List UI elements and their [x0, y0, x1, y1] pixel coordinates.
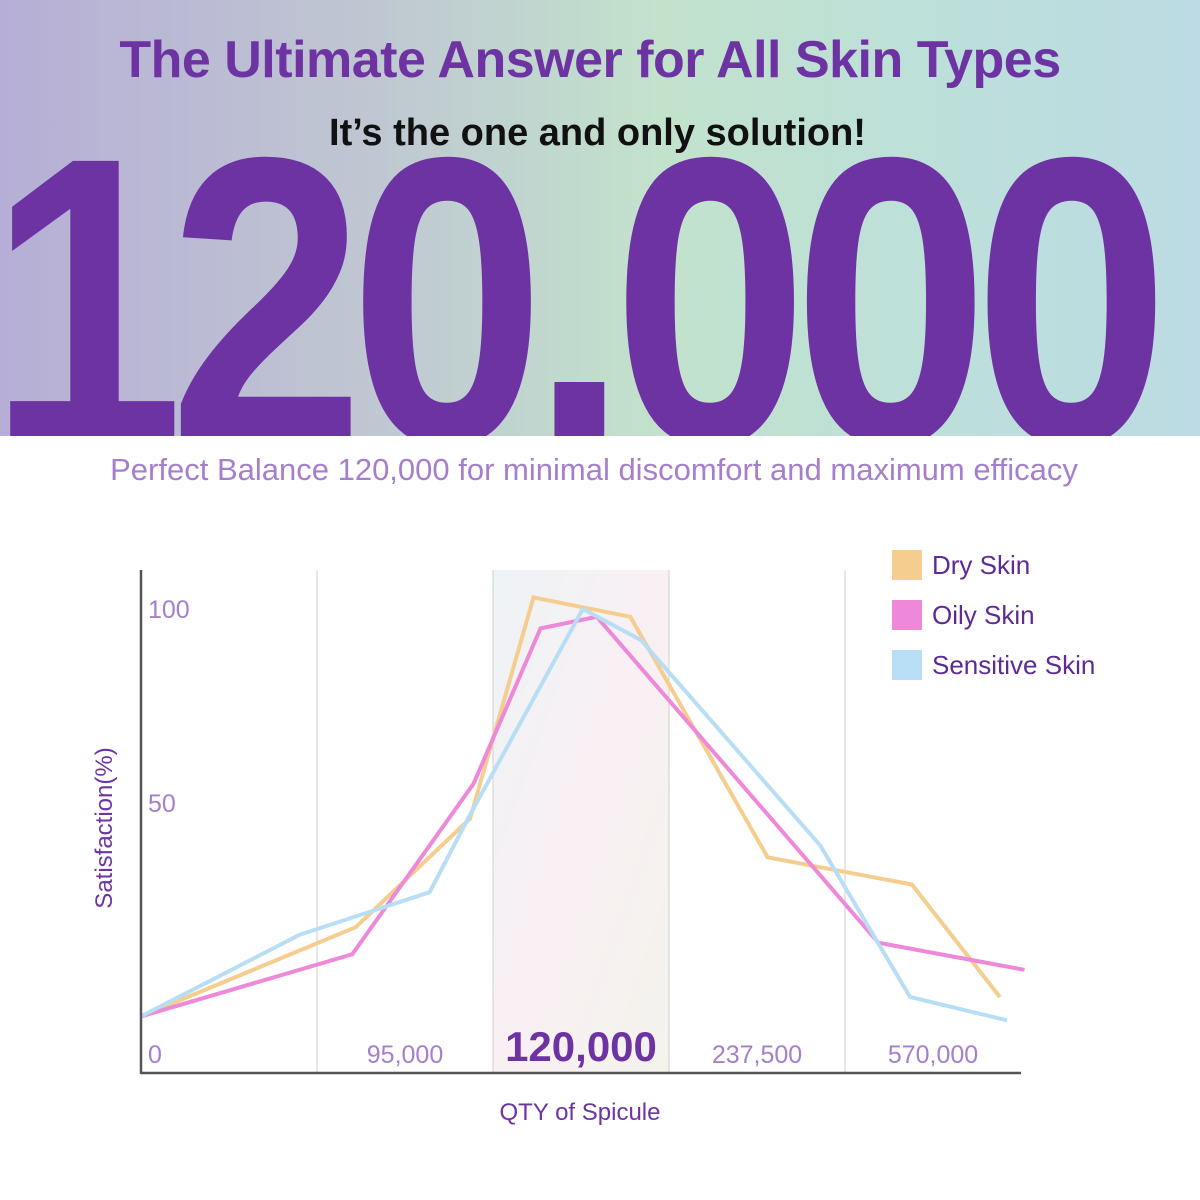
y-tick-label: 100	[148, 596, 190, 624]
y-tick-label: 50	[148, 790, 176, 818]
legend-label: Oily Skin	[932, 600, 1035, 630]
legend-label: Dry Skin	[932, 550, 1030, 580]
y-axis-label: Satisfaction(%)	[91, 747, 118, 908]
big-number: 120,000	[0, 72, 1170, 436]
page-title: The Ultimate Answer for All Skin Types	[119, 31, 1061, 89]
tagline: Perfect Balance 120,000 for minimal disc…	[110, 452, 1078, 487]
x-tick-label: 0	[148, 1041, 162, 1069]
hero-banner: The Ultimate Answer for All Skin Types I…	[0, 0, 1200, 436]
highlight-band	[493, 570, 669, 1073]
legend-swatch	[892, 650, 922, 680]
x-tick-label: 237,500	[712, 1041, 802, 1069]
x-axis-label: QTY of Spicule	[500, 1099, 661, 1126]
x-tick-label: 95,000	[367, 1041, 443, 1069]
legend-swatch	[892, 600, 922, 630]
legend-label: Sensitive Skin	[932, 650, 1095, 680]
x-tick-label: 570,000	[888, 1041, 978, 1069]
legend-swatch	[892, 550, 922, 580]
series-line-sensitive-skin	[140, 606, 1008, 1023]
subtitle: It’s the one and only solution!	[329, 112, 866, 154]
x-tick-label: 120,000	[505, 1023, 657, 1070]
